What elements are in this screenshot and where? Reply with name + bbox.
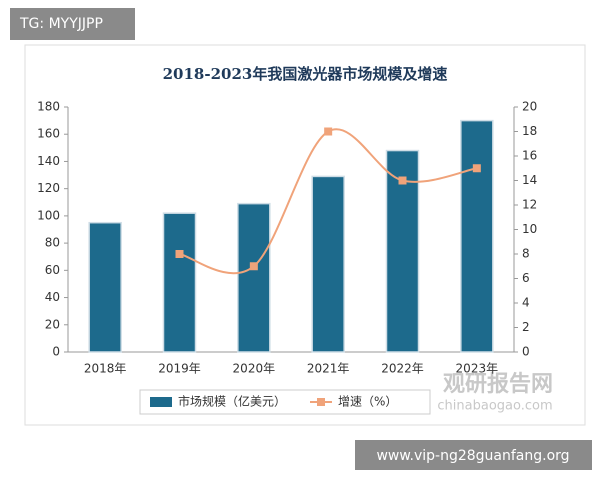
line-marker: [175, 250, 184, 258]
y2-tick-label: 12: [522, 198, 537, 212]
x-tick-label: 2023年: [456, 362, 499, 376]
y2-tick-label: 8: [522, 247, 530, 261]
y-tick-label: 120: [37, 181, 60, 195]
badge: TG: MYYJJPP: [19, 16, 103, 32]
bar: [237, 202, 271, 353]
watermark: chinabaogao.com: [437, 399, 552, 414]
legend-label: 市场规模（亿美元）: [178, 394, 286, 409]
y-tick-label: 0: [52, 345, 60, 359]
footer-url: www.vip-ng28guanfang.org: [376, 448, 569, 464]
y2-tick-label: 10: [522, 222, 537, 236]
line-marker: [249, 262, 258, 271]
bar: [460, 119, 494, 353]
x-tick-label: 2019年: [158, 362, 201, 376]
y2-tick-label: 20: [522, 100, 537, 114]
y2-tick-label: 6: [522, 271, 530, 285]
y2-tick-label: 16: [522, 149, 537, 163]
line-marker: [472, 164, 481, 173]
x-tick-label: 2021年: [307, 362, 350, 376]
y2-tick-label: 4: [522, 296, 530, 310]
x-tick-label: 2022年: [381, 362, 424, 376]
legend-label: 增速（%）: [338, 395, 397, 409]
bar: [88, 221, 122, 353]
y2-tick-label: 0: [522, 345, 530, 359]
y2-tick-label: 18: [522, 124, 537, 138]
y2-tick-label: 2: [522, 320, 530, 334]
chart-title: 2018-2023年我国激光器市场规模及增速: [163, 65, 448, 83]
y-tick-label: 20: [45, 317, 60, 331]
bar: [162, 212, 197, 353]
legend-swatch: [317, 398, 325, 406]
badge-bg: [10, 8, 135, 40]
y-tick-label: 160: [37, 127, 60, 141]
y-tick-label: 180: [37, 100, 60, 114]
line-marker: [324, 127, 333, 136]
y2-tick-label: 14: [522, 173, 537, 187]
y-tick-label: 140: [37, 154, 60, 168]
bar: [311, 175, 345, 353]
y-tick-label: 100: [37, 208, 60, 222]
legend-frame: [139, 389, 431, 415]
footer-bg: [355, 440, 592, 470]
legend-swatch: [150, 397, 172, 407]
y-tick-label: 40: [45, 290, 60, 304]
y-tick-label: 80: [45, 236, 60, 250]
x-tick-label: 2020年: [233, 362, 276, 376]
watermark: 观研报告网: [443, 372, 553, 397]
y-tick-label: 60: [45, 263, 60, 277]
line-marker: [398, 176, 407, 185]
x-tick-label: 2018年: [84, 362, 127, 376]
